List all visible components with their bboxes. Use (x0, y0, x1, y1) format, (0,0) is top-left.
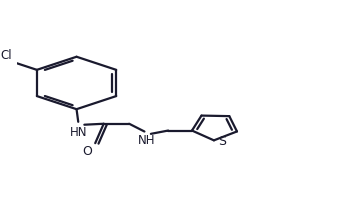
Text: O: O (83, 145, 92, 158)
Text: HN: HN (69, 126, 87, 139)
Text: S: S (218, 135, 226, 148)
Text: NH: NH (137, 134, 155, 147)
Text: Cl: Cl (0, 49, 12, 62)
